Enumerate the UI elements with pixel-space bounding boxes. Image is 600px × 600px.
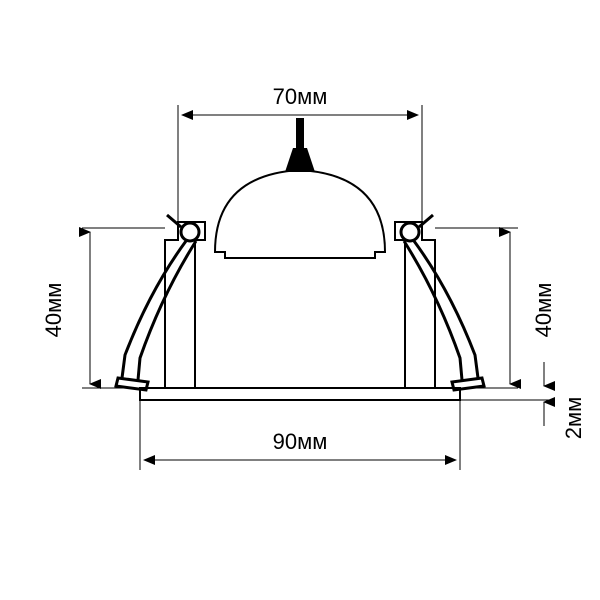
dome-reflector bbox=[215, 170, 385, 258]
housing-wall-right bbox=[395, 222, 435, 388]
dimension-bottom-90mm: 90мм bbox=[140, 400, 460, 470]
downlight-dimension-drawing: 70мм 90мм 40мм 40мм 2мм bbox=[0, 0, 600, 600]
flange-plate bbox=[140, 388, 460, 400]
housing-wall-left bbox=[165, 222, 205, 388]
lamp-socket bbox=[285, 118, 315, 172]
dim-label-left: 40мм bbox=[41, 283, 66, 338]
dim-label-right: 40мм bbox=[531, 283, 556, 338]
dim-label-top: 70мм bbox=[273, 84, 328, 109]
spring-clip-left bbox=[116, 215, 199, 390]
spring-clip-right bbox=[401, 215, 484, 390]
dim-label-thickness: 2мм bbox=[561, 397, 586, 440]
dim-label-bottom: 90мм bbox=[273, 429, 328, 454]
